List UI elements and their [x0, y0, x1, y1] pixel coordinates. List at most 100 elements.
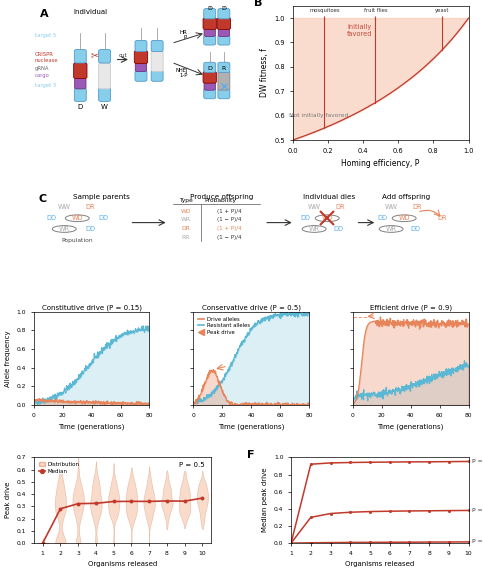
- Legend: Drive alleles, Resistant alleles, Peak drive: Drive alleles, Resistant alleles, Peak d…: [196, 314, 252, 337]
- Text: (1 − P)/4: (1 − P)/4: [217, 235, 242, 240]
- Text: D: D: [221, 6, 227, 11]
- FancyBboxPatch shape: [151, 51, 163, 72]
- Text: WW: WW: [58, 204, 71, 210]
- Text: (1 + P)/4: (1 + P)/4: [217, 208, 242, 214]
- Text: WR: WR: [309, 225, 320, 232]
- Text: Produce offspring: Produce offspring: [190, 194, 254, 200]
- Text: Initially
favored: Initially favored: [347, 23, 372, 37]
- Title: Conservative drive (P = 0.5): Conservative drive (P = 0.5): [202, 304, 300, 311]
- Text: fruit flies: fruit flies: [364, 8, 387, 13]
- Text: Probability: Probability: [205, 198, 237, 203]
- FancyBboxPatch shape: [204, 35, 216, 45]
- Text: WD: WD: [71, 215, 83, 221]
- Text: WD: WD: [181, 208, 191, 214]
- Title: Efficient drive (P = 0.9): Efficient drive (P = 0.9): [369, 304, 452, 311]
- Text: DR: DR: [412, 204, 422, 210]
- Text: Add offspring: Add offspring: [382, 194, 430, 200]
- Text: WR: WR: [58, 225, 70, 232]
- Text: ✂: ✂: [90, 50, 99, 61]
- Text: P: P: [184, 36, 187, 40]
- Text: cargo: cargo: [35, 73, 50, 78]
- FancyBboxPatch shape: [204, 9, 216, 19]
- FancyBboxPatch shape: [135, 40, 147, 51]
- Text: DD: DD: [411, 225, 421, 232]
- Text: P = 0.5: P = 0.5: [179, 461, 204, 468]
- Y-axis label: DW fitness, f: DW fitness, f: [260, 48, 269, 98]
- FancyBboxPatch shape: [99, 62, 111, 89]
- Text: nuclease: nuclease: [35, 58, 58, 64]
- FancyBboxPatch shape: [151, 40, 163, 51]
- Text: DD: DD: [46, 215, 56, 221]
- Title: Constitutive drive (P = 0.15): Constitutive drive (P = 0.15): [42, 304, 142, 311]
- Text: P = 0.9: P = 0.9: [472, 459, 483, 464]
- Text: B: B: [254, 0, 262, 8]
- FancyBboxPatch shape: [204, 81, 215, 90]
- FancyBboxPatch shape: [204, 27, 215, 36]
- FancyBboxPatch shape: [203, 71, 216, 83]
- X-axis label: Homing efficiency, P: Homing efficiency, P: [341, 159, 420, 168]
- FancyBboxPatch shape: [218, 71, 230, 90]
- FancyBboxPatch shape: [218, 62, 230, 72]
- Text: D: D: [207, 66, 212, 71]
- FancyBboxPatch shape: [203, 18, 216, 29]
- FancyBboxPatch shape: [74, 50, 86, 63]
- FancyBboxPatch shape: [151, 70, 163, 81]
- Text: P = 0.5: P = 0.5: [472, 508, 483, 513]
- Text: F: F: [247, 450, 254, 461]
- FancyBboxPatch shape: [74, 88, 86, 102]
- Text: WW: WW: [384, 204, 398, 210]
- Y-axis label: Peak drive: Peak drive: [5, 482, 11, 519]
- Text: D: D: [207, 6, 212, 11]
- FancyBboxPatch shape: [135, 70, 147, 81]
- FancyBboxPatch shape: [218, 27, 229, 36]
- Text: target 3: target 3: [35, 82, 56, 88]
- FancyBboxPatch shape: [134, 51, 148, 64]
- Y-axis label: Allele frequency: Allele frequency: [5, 330, 11, 387]
- Text: A: A: [40, 9, 48, 19]
- Text: D: D: [78, 104, 83, 110]
- Text: WD: WD: [398, 215, 410, 221]
- Text: DD: DD: [85, 225, 95, 232]
- FancyBboxPatch shape: [99, 88, 111, 102]
- Text: CRISPR: CRISPR: [35, 51, 54, 57]
- Text: DR: DR: [85, 204, 95, 210]
- FancyBboxPatch shape: [99, 50, 111, 63]
- FancyBboxPatch shape: [204, 62, 216, 72]
- Text: WR: WR: [181, 217, 191, 223]
- Y-axis label: Median peak drive: Median peak drive: [262, 468, 269, 533]
- Text: DR: DR: [438, 215, 447, 221]
- Text: DD: DD: [377, 215, 387, 221]
- Text: DR: DR: [182, 226, 190, 231]
- Text: R: R: [222, 66, 226, 71]
- Text: cut: cut: [118, 53, 127, 58]
- Text: (1 + P)/4: (1 + P)/4: [217, 226, 242, 231]
- Text: Individual: Individual: [73, 9, 108, 15]
- Text: mosquitoes: mosquitoes: [309, 8, 340, 13]
- Text: yeast: yeast: [435, 8, 449, 13]
- X-axis label: Organisms released: Organisms released: [88, 561, 157, 567]
- Legend: Distribution, Median: Distribution, Median: [37, 460, 82, 476]
- Text: Sample parents: Sample parents: [73, 194, 130, 200]
- Text: 1-P: 1-P: [179, 73, 187, 78]
- Text: Individual dies: Individual dies: [303, 194, 355, 200]
- FancyBboxPatch shape: [75, 78, 86, 89]
- X-axis label: Organisms released: Organisms released: [345, 561, 414, 567]
- FancyBboxPatch shape: [204, 88, 216, 99]
- Text: DD: DD: [99, 215, 108, 221]
- FancyBboxPatch shape: [218, 88, 230, 99]
- Text: target 5: target 5: [35, 33, 56, 38]
- FancyBboxPatch shape: [218, 35, 230, 45]
- FancyBboxPatch shape: [217, 18, 230, 29]
- Text: DD: DD: [300, 215, 311, 221]
- Text: WW: WW: [308, 204, 321, 210]
- X-axis label: Time (generations): Time (generations): [218, 423, 284, 430]
- X-axis label: Time (generations): Time (generations): [58, 423, 125, 430]
- FancyBboxPatch shape: [135, 62, 147, 72]
- Text: WD: WD: [322, 215, 333, 221]
- Text: Population: Population: [61, 238, 93, 243]
- Text: NHEJ: NHEJ: [175, 68, 188, 72]
- Text: WR: WR: [385, 225, 397, 232]
- X-axis label: Time (generations): Time (generations): [378, 423, 444, 430]
- Text: HR: HR: [180, 30, 187, 35]
- Text: C: C: [38, 194, 46, 204]
